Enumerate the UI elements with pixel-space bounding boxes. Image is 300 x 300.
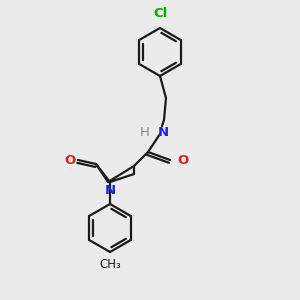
Text: CH₃: CH₃ [99, 258, 121, 271]
Text: O: O [177, 154, 188, 166]
Text: N: N [158, 125, 169, 139]
Text: O: O [64, 154, 76, 166]
Text: Cl: Cl [153, 7, 167, 20]
Text: H: H [140, 125, 150, 139]
Text: N: N [104, 184, 116, 197]
